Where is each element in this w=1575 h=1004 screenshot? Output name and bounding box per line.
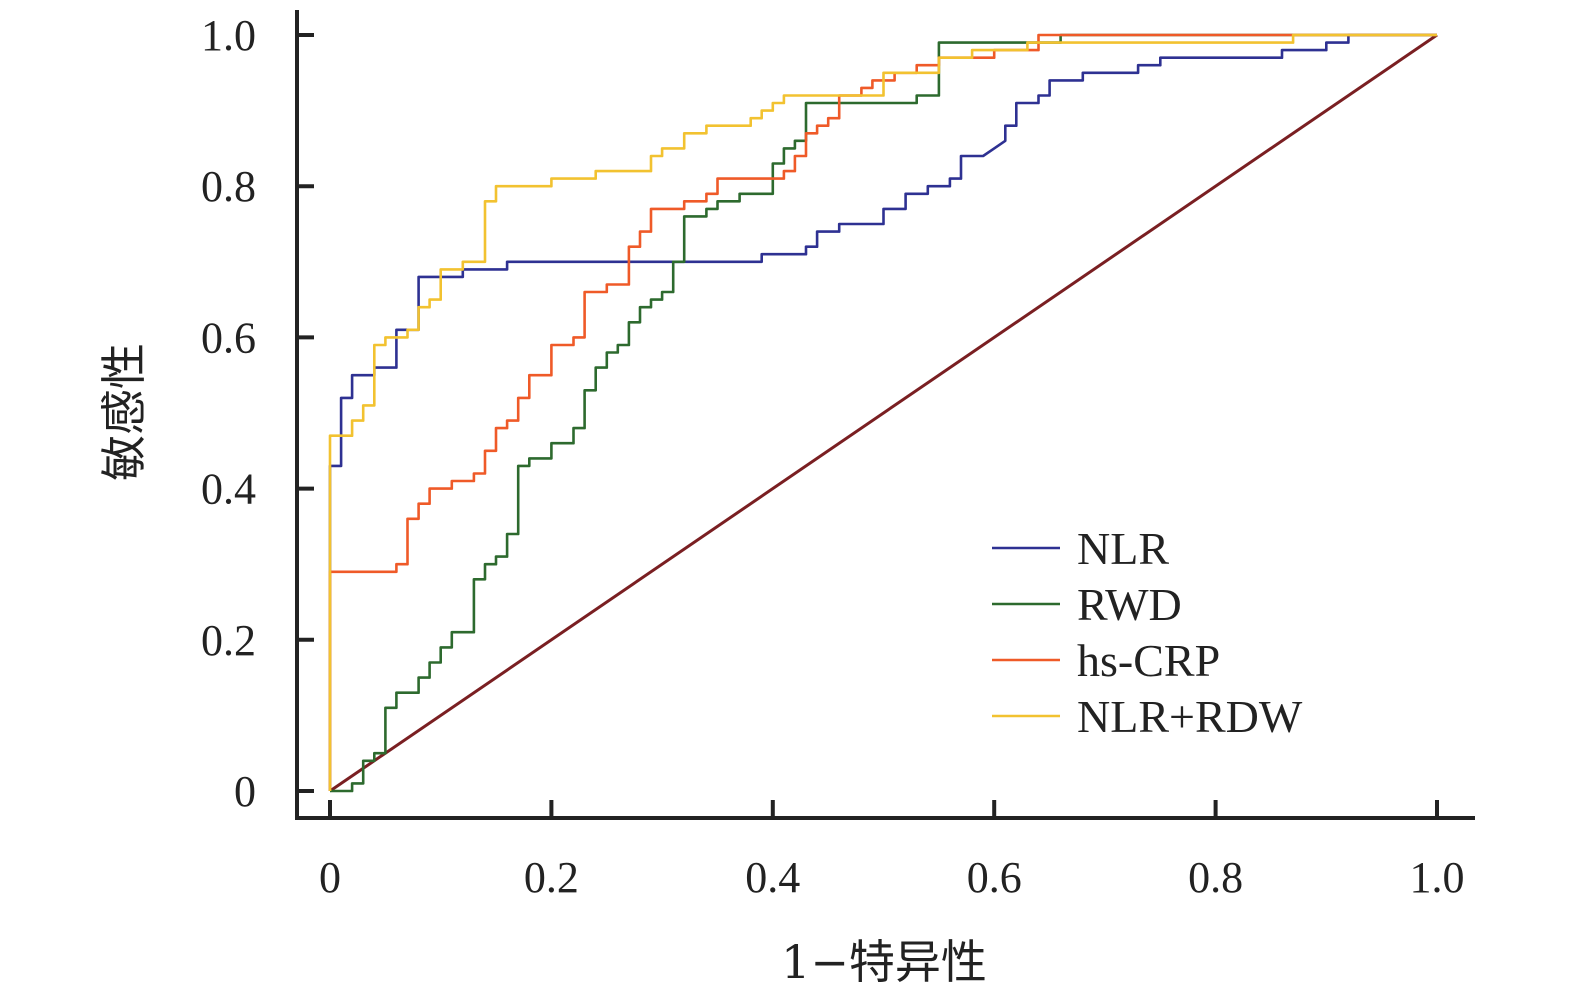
x-tick-label: 0.6 bbox=[967, 853, 1022, 902]
y-tick-label: 0.8 bbox=[201, 162, 256, 211]
y-tick-label: 0.4 bbox=[201, 465, 256, 514]
series-line-rwd bbox=[330, 33, 1437, 793]
x-tick-label: 0.2 bbox=[524, 853, 579, 902]
y-tick-label: 0.6 bbox=[201, 313, 256, 362]
series-line-hs-crp bbox=[328, 33, 1437, 791]
y-tick-label: 0 bbox=[234, 767, 256, 816]
legend-label-nlr-rdw: NLR+RDW bbox=[1077, 691, 1303, 742]
x-tick-label: 0 bbox=[319, 853, 341, 902]
y-tick-label: 0.2 bbox=[201, 616, 256, 665]
x-ticks: 0 0.2 0.4 0.6 0.8 1.0 bbox=[319, 800, 1465, 902]
x-tick-label: 0.4 bbox=[745, 853, 800, 902]
x-tick-label: 0.8 bbox=[1188, 853, 1243, 902]
series-line-nlr-rdw bbox=[328, 33, 1437, 791]
legend-label-nlr: NLR bbox=[1077, 523, 1169, 574]
y-axis-title: 敏感性 bbox=[97, 343, 151, 481]
x-axis-title: 1−特异性 bbox=[781, 935, 987, 989]
reference-diagonal-line bbox=[329, 33, 1438, 793]
legend-label-hs-crp: hs-CRP bbox=[1077, 635, 1220, 686]
x-tick-label: 1.0 bbox=[1410, 853, 1465, 902]
series-layer bbox=[328, 33, 1437, 793]
y-ticks: 0 0.2 0.4 0.6 0.8 1.0 bbox=[201, 11, 314, 816]
legend-label-rwd: RWD bbox=[1077, 579, 1182, 630]
y-tick-label: 1.0 bbox=[201, 11, 256, 60]
reference-line-layer bbox=[329, 33, 1438, 793]
